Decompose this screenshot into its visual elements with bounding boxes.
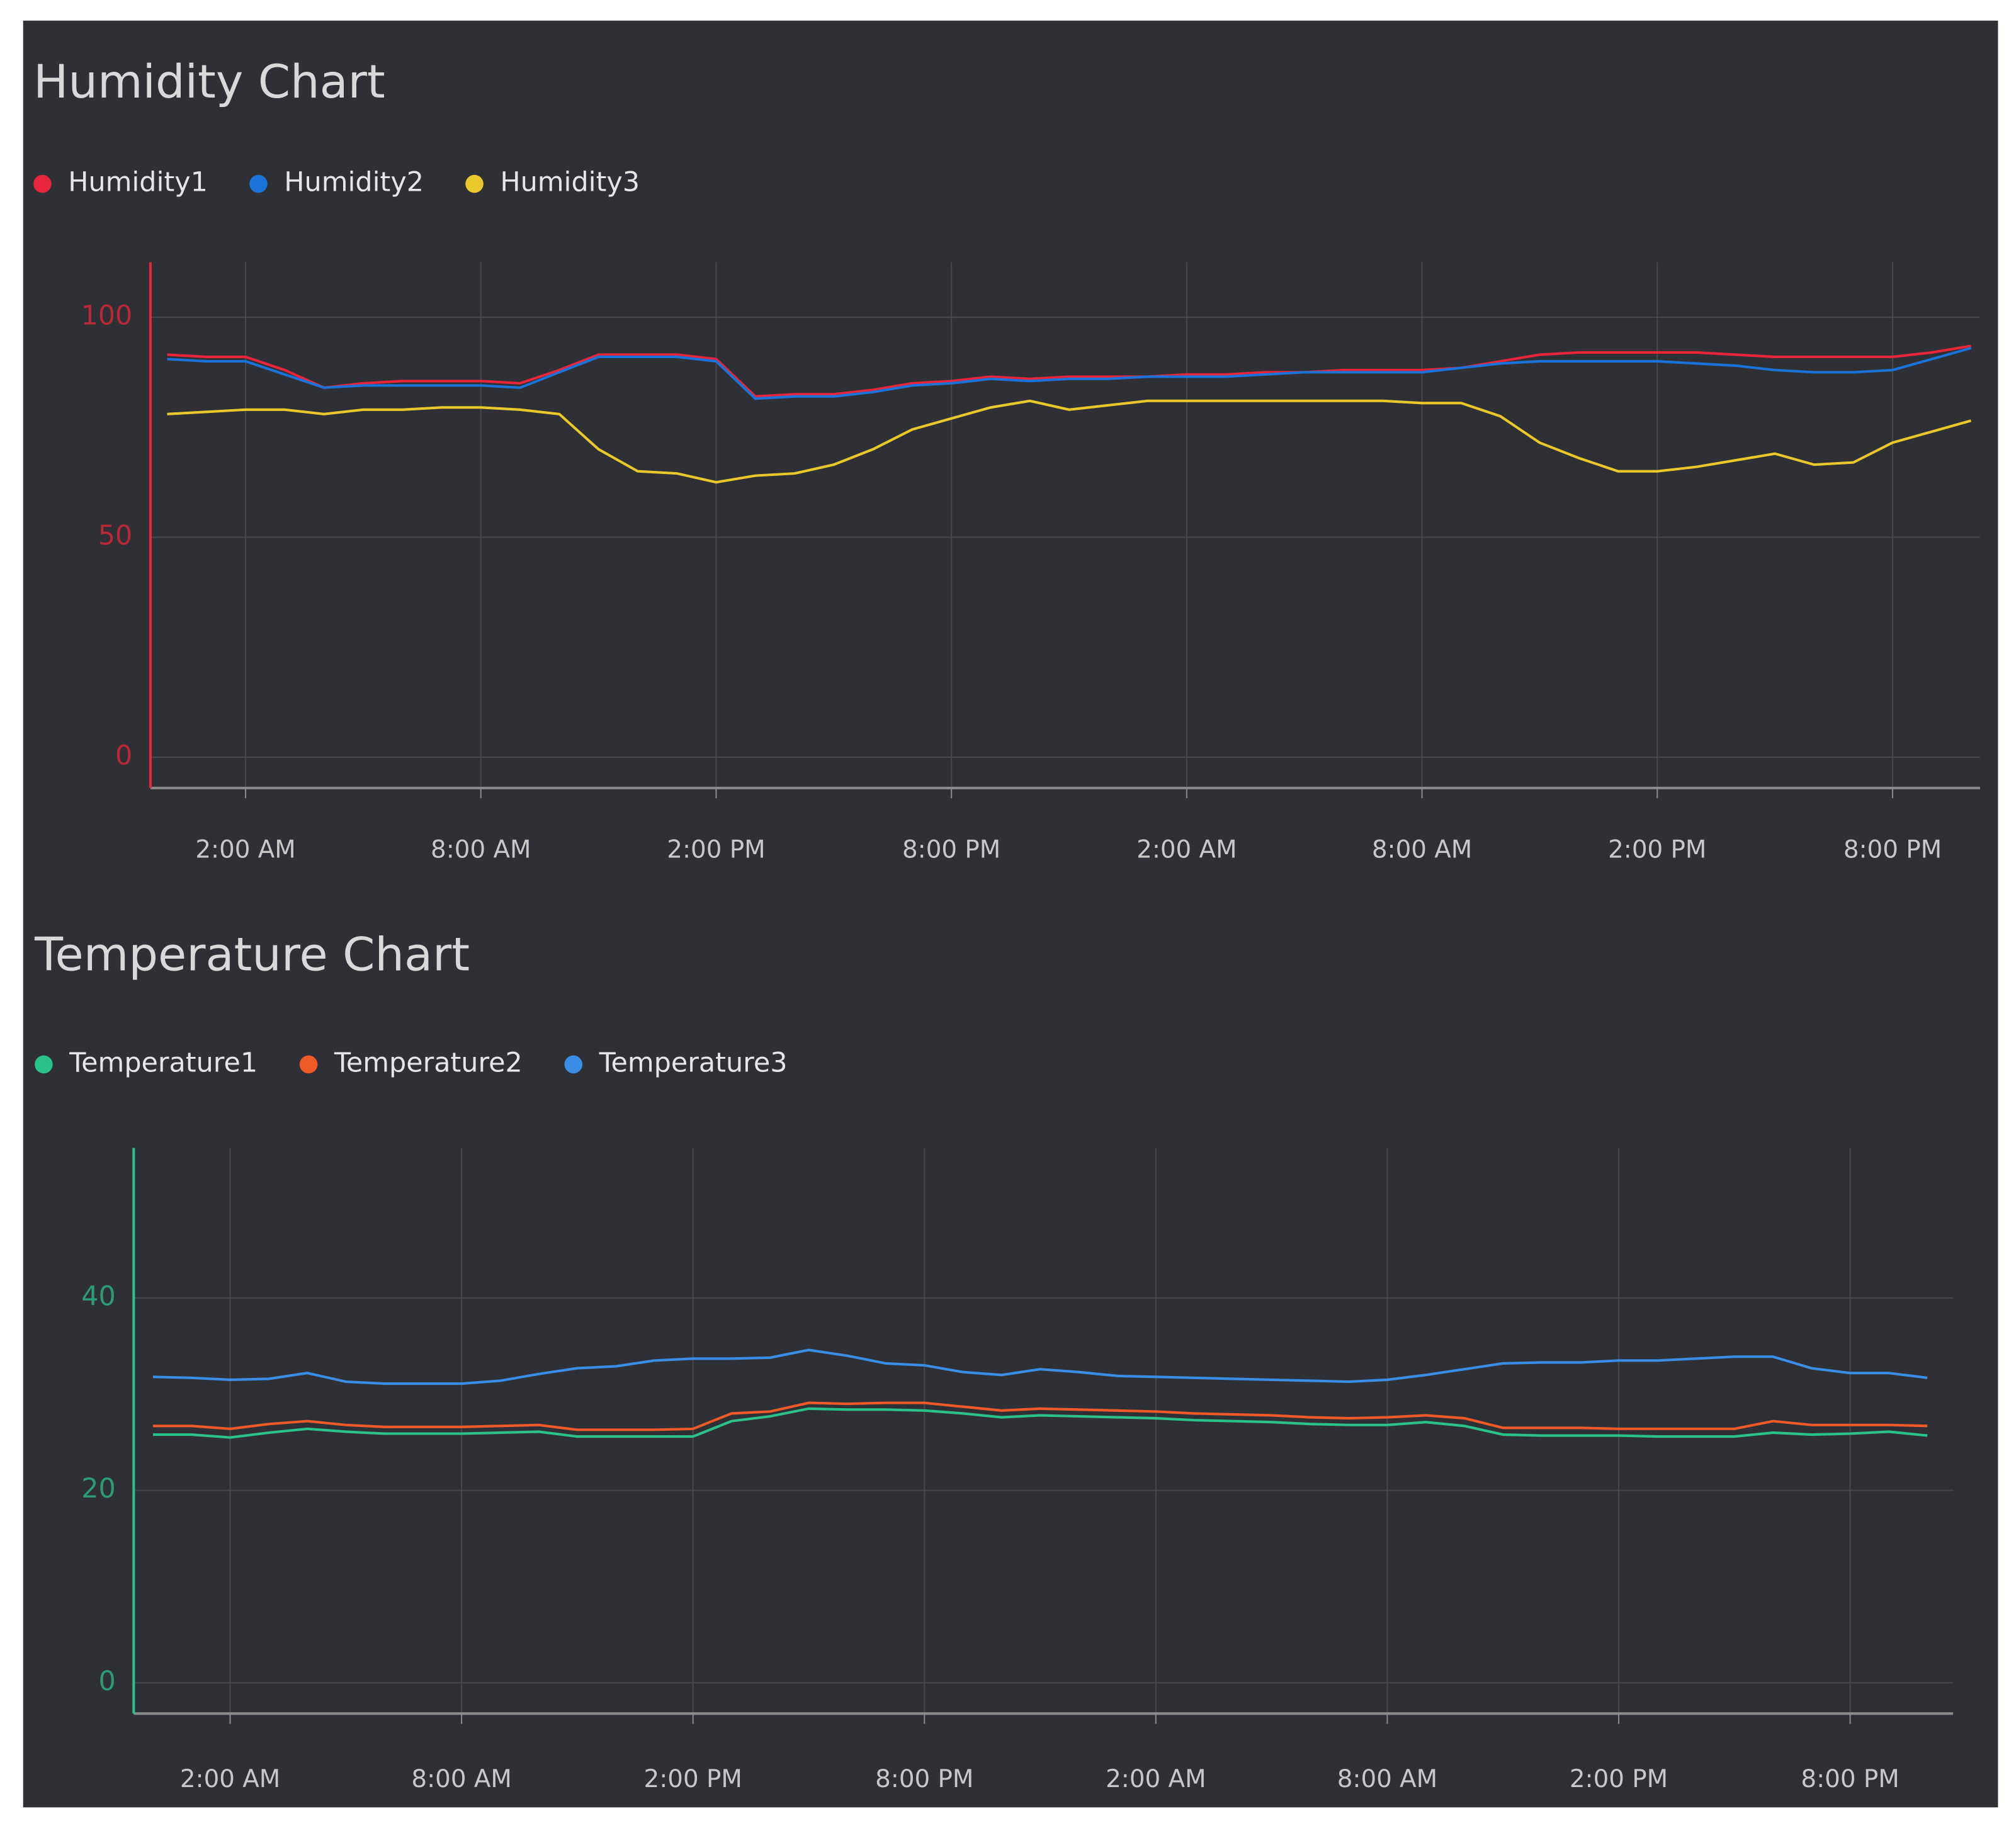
x-tick-label: 8:00 PM [875, 1765, 973, 1793]
series-line [153, 1401, 1928, 1431]
legend-marker [465, 174, 484, 193]
x-tick-label: 2:00 AM [195, 835, 295, 864]
legend-label: Humidity3 [500, 167, 640, 198]
x-tick-label: 2:00 PM [1608, 835, 1706, 864]
x-tick-label: 8:00 PM [1801, 1765, 1899, 1793]
legend-label: Humidity1 [68, 167, 208, 198]
x-tick-label: 2:00 PM [1570, 1765, 1668, 1793]
legend-label: Temperature3 [599, 1047, 788, 1078]
panel [23, 20, 1998, 1808]
legend-label: Humidity2 [284, 167, 424, 198]
series-line [167, 344, 1971, 398]
legend-label: Temperature2 [334, 1047, 523, 1078]
series-line [152, 1348, 1928, 1385]
legend-marker [564, 1055, 583, 1074]
y-tick-label: 0 [99, 1666, 116, 1697]
x-tick-label: 2:00 PM [644, 1765, 742, 1793]
y-tick-label: 50 [98, 520, 133, 551]
legend-marker [33, 174, 52, 193]
y-tick-label: 20 [81, 1473, 116, 1504]
series-line [167, 346, 1972, 400]
x-tick-label: 8:00 PM [902, 835, 1000, 864]
series-line [167, 399, 1972, 484]
chart-title: Temperature Chart [34, 928, 470, 981]
y-tick-label: 40 [81, 1281, 116, 1312]
x-tick-label: 8:00 AM [411, 1765, 511, 1793]
x-tick-label: 8:00 AM [1337, 1765, 1437, 1793]
series-line [153, 1407, 1928, 1439]
x-tick-label: 2:00 AM [180, 1765, 280, 1793]
x-tick-label: 2:00 AM [1136, 835, 1237, 864]
x-tick-label: 2:00 PM [667, 835, 765, 864]
x-tick-label: 8:00 AM [431, 835, 531, 864]
y-tick-label: 0 [115, 740, 132, 771]
legend-marker [299, 1055, 318, 1074]
legend-label: Temperature1 [69, 1047, 258, 1078]
x-tick-label: 2:00 AM [1106, 1765, 1206, 1793]
x-tick-label: 8:00 PM [1843, 835, 1942, 864]
chart-title: Humidity Chart [33, 55, 385, 109]
legend-marker [35, 1055, 53, 1074]
legend-marker [249, 174, 268, 193]
x-tick-label: 8:00 AM [1372, 835, 1472, 864]
y-tick-label: 100 [81, 300, 132, 332]
